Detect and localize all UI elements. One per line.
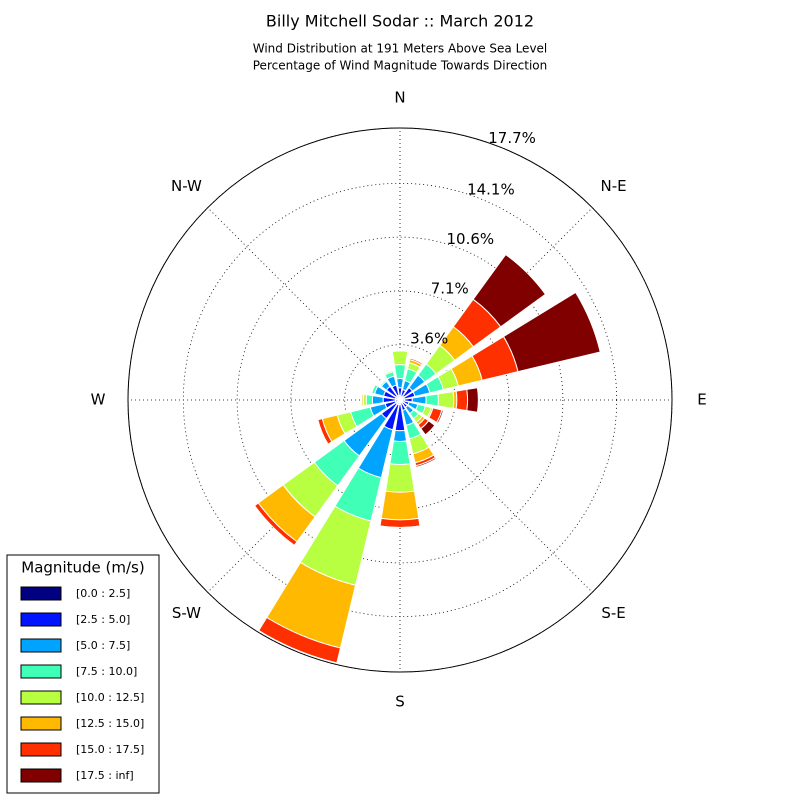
bar-segment xyxy=(371,395,384,405)
r-tick-label: 14.1% xyxy=(467,180,515,198)
grid-circle xyxy=(236,236,564,564)
direction-label: S xyxy=(395,693,405,711)
legend-swatch xyxy=(20,612,62,627)
legend-swatch xyxy=(20,742,62,757)
legend-label: [12.5 : 15.0] xyxy=(76,717,144,730)
legend-label: [2.5 : 5.0] xyxy=(76,613,130,626)
bar-segment xyxy=(415,456,437,468)
r-tick-label: 17.7% xyxy=(488,129,536,147)
spoke xyxy=(207,207,401,401)
legend-swatch xyxy=(20,664,62,679)
bar-segment xyxy=(455,388,469,412)
grid-circle xyxy=(290,290,510,510)
direction-label: N-W xyxy=(171,177,202,195)
grid-circle xyxy=(127,127,673,673)
bar-segment xyxy=(392,429,408,442)
direction-label: W xyxy=(91,391,106,409)
chart-title: Billy Mitchell Sodar :: March 2012 xyxy=(266,12,534,31)
legend-swatch xyxy=(20,716,62,731)
bar-segment xyxy=(411,395,427,405)
direction-label: N-E xyxy=(600,177,626,195)
bar-segment xyxy=(393,364,407,380)
legend-label: [7.5 : 10.0] xyxy=(76,665,137,678)
bar-segment xyxy=(379,517,421,528)
bar-segment xyxy=(380,490,420,521)
direction-label: S-E xyxy=(601,604,625,622)
bar-segment xyxy=(502,291,601,373)
bar-segment xyxy=(389,440,411,466)
legend-swatch xyxy=(20,586,62,601)
bar-segment xyxy=(385,463,415,493)
bar-segment xyxy=(436,409,444,424)
legend-label: [0.0 : 2.5] xyxy=(76,587,130,600)
bar-segment xyxy=(466,387,479,413)
legend-label: [5.0 : 7.5] xyxy=(76,639,130,652)
r-tick-label: 3.6% xyxy=(410,329,448,347)
legend-swatch xyxy=(20,638,62,653)
legend-label: [17.5 : inf] xyxy=(76,769,134,782)
chart-subtitle: Percentage of Wind Magnitude Towards Dir… xyxy=(253,59,547,73)
legend-swatch xyxy=(20,768,62,783)
direction-label: N xyxy=(394,89,405,107)
legend-label: [15.0 : 17.5] xyxy=(76,743,144,756)
bar-segment xyxy=(409,357,423,364)
bar-segment xyxy=(317,419,329,445)
direction-label: S-W xyxy=(172,604,201,622)
direction-label: E xyxy=(697,391,706,409)
spoke xyxy=(399,399,593,593)
bar-segment xyxy=(425,393,439,407)
bar-segment xyxy=(437,391,455,409)
grid-circle xyxy=(182,182,618,618)
legend-label: [10.0 : 12.5] xyxy=(76,691,144,704)
bar-segment xyxy=(391,350,409,366)
legend-title: Magnitude (m/s) xyxy=(21,559,144,577)
bar-segment xyxy=(383,369,393,375)
r-tick-label: 10.6% xyxy=(447,230,495,248)
bar-segment xyxy=(365,394,374,406)
bar-segment xyxy=(420,420,436,436)
chart-subtitle: Wind Distribution at 191 Meters Above Se… xyxy=(253,42,548,56)
r-tick-label: 7.1% xyxy=(431,280,469,298)
bar-segment xyxy=(396,377,404,389)
legend-swatch xyxy=(20,690,62,705)
bar-segment xyxy=(472,253,547,328)
